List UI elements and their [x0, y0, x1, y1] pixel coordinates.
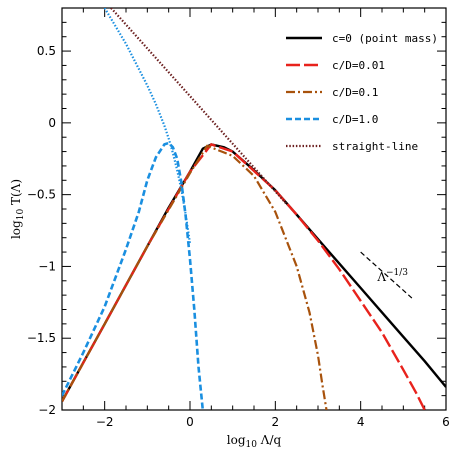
series-line-2	[62, 144, 328, 410]
y-axis-label: log10 T(Λ)	[9, 179, 26, 239]
series-group	[62, 8, 446, 410]
slope-annotation-label: Λ−1/3	[376, 268, 408, 284]
x-tick-label: −2	[96, 415, 114, 429]
y-tick-label: −0.5	[27, 188, 56, 202]
y-tick-label: 0	[48, 116, 56, 130]
legend-label-3: c/D=1.0	[332, 113, 378, 126]
series-line-4	[110, 8, 287, 205]
x-tick-label: 0	[186, 415, 194, 429]
legend-label-2: c/D=0.1	[332, 86, 378, 99]
y-tick-label: −1.5	[27, 331, 56, 345]
y-tick-label: 0.5	[37, 44, 56, 58]
legend-label-4: straight-line	[332, 140, 418, 153]
legend-label-0: c=0 (point mass)	[332, 32, 438, 45]
y-tick-label: −2	[38, 403, 56, 417]
x-tick-label: 4	[357, 415, 365, 429]
y-tick-label: −1	[38, 259, 56, 273]
series-line-3	[62, 141, 205, 410]
x-tick-label: 2	[272, 415, 280, 429]
series-line-5	[103, 8, 192, 244]
x-axis-label: log10 Λ/q	[227, 433, 282, 450]
plot-frame	[61, 7, 447, 411]
slope-reference-line	[360, 251, 413, 299]
legend-label-1: c/D=0.01	[332, 59, 385, 72]
x-tick-label: 6	[442, 415, 450, 429]
